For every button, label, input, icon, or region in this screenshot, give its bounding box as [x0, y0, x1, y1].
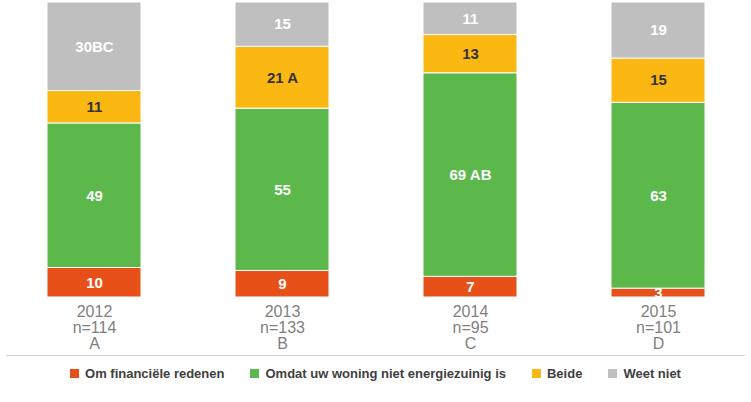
svg-text:19: 19 [650, 21, 667, 38]
svg-text:3: 3 [654, 284, 662, 301]
svg-text:10: 10 [86, 274, 103, 291]
svg-text:7: 7 [466, 278, 474, 295]
html-text:Om financiële redenen: Om financiële redenen [85, 366, 225, 381]
svg-text:2015n=101D: 2015n=101D [636, 303, 681, 352]
html-text:Omdat uw woning niet energiezu: Omdat uw woning niet energiezuinig is [265, 366, 506, 381]
svg-text:2012n=114A: 2012n=114A [73, 303, 117, 352]
svg-text:69 AB: 69 AB [450, 166, 492, 183]
svg-text:15: 15 [274, 15, 291, 32]
svg-text:63: 63 [650, 187, 667, 204]
svg-text:15: 15 [650, 71, 667, 88]
svg-text:55: 55 [274, 181, 291, 198]
svg-text:13: 13 [462, 45, 479, 62]
svg-text:11: 11 [87, 98, 103, 115]
svg-text:21 A: 21 A [267, 69, 298, 86]
svg-text:2013n=133B: 2013n=133B [260, 303, 305, 352]
svg-text:11: 11 [463, 10, 479, 27]
svg-text:30BC: 30BC [75, 38, 114, 55]
html-text:Beide: Beide [547, 366, 583, 381]
svg-text:9: 9 [278, 275, 286, 292]
svg-text:2014n=95C: 2014n=95C [452, 303, 488, 352]
html-text:Weet niet: Weet niet [623, 366, 681, 381]
svg-text:49: 49 [86, 187, 103, 204]
